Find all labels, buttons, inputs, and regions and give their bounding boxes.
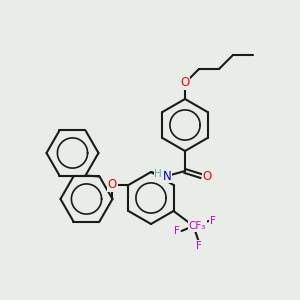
- Text: O: O: [108, 178, 117, 191]
- Text: N: N: [163, 169, 171, 182]
- Text: O: O: [180, 76, 190, 89]
- Text: F: F: [174, 226, 179, 236]
- Text: F: F: [196, 241, 202, 251]
- Text: F: F: [210, 216, 215, 226]
- Text: H: H: [154, 169, 162, 179]
- Text: O: O: [202, 169, 211, 182]
- Text: CF₃: CF₃: [189, 221, 206, 231]
